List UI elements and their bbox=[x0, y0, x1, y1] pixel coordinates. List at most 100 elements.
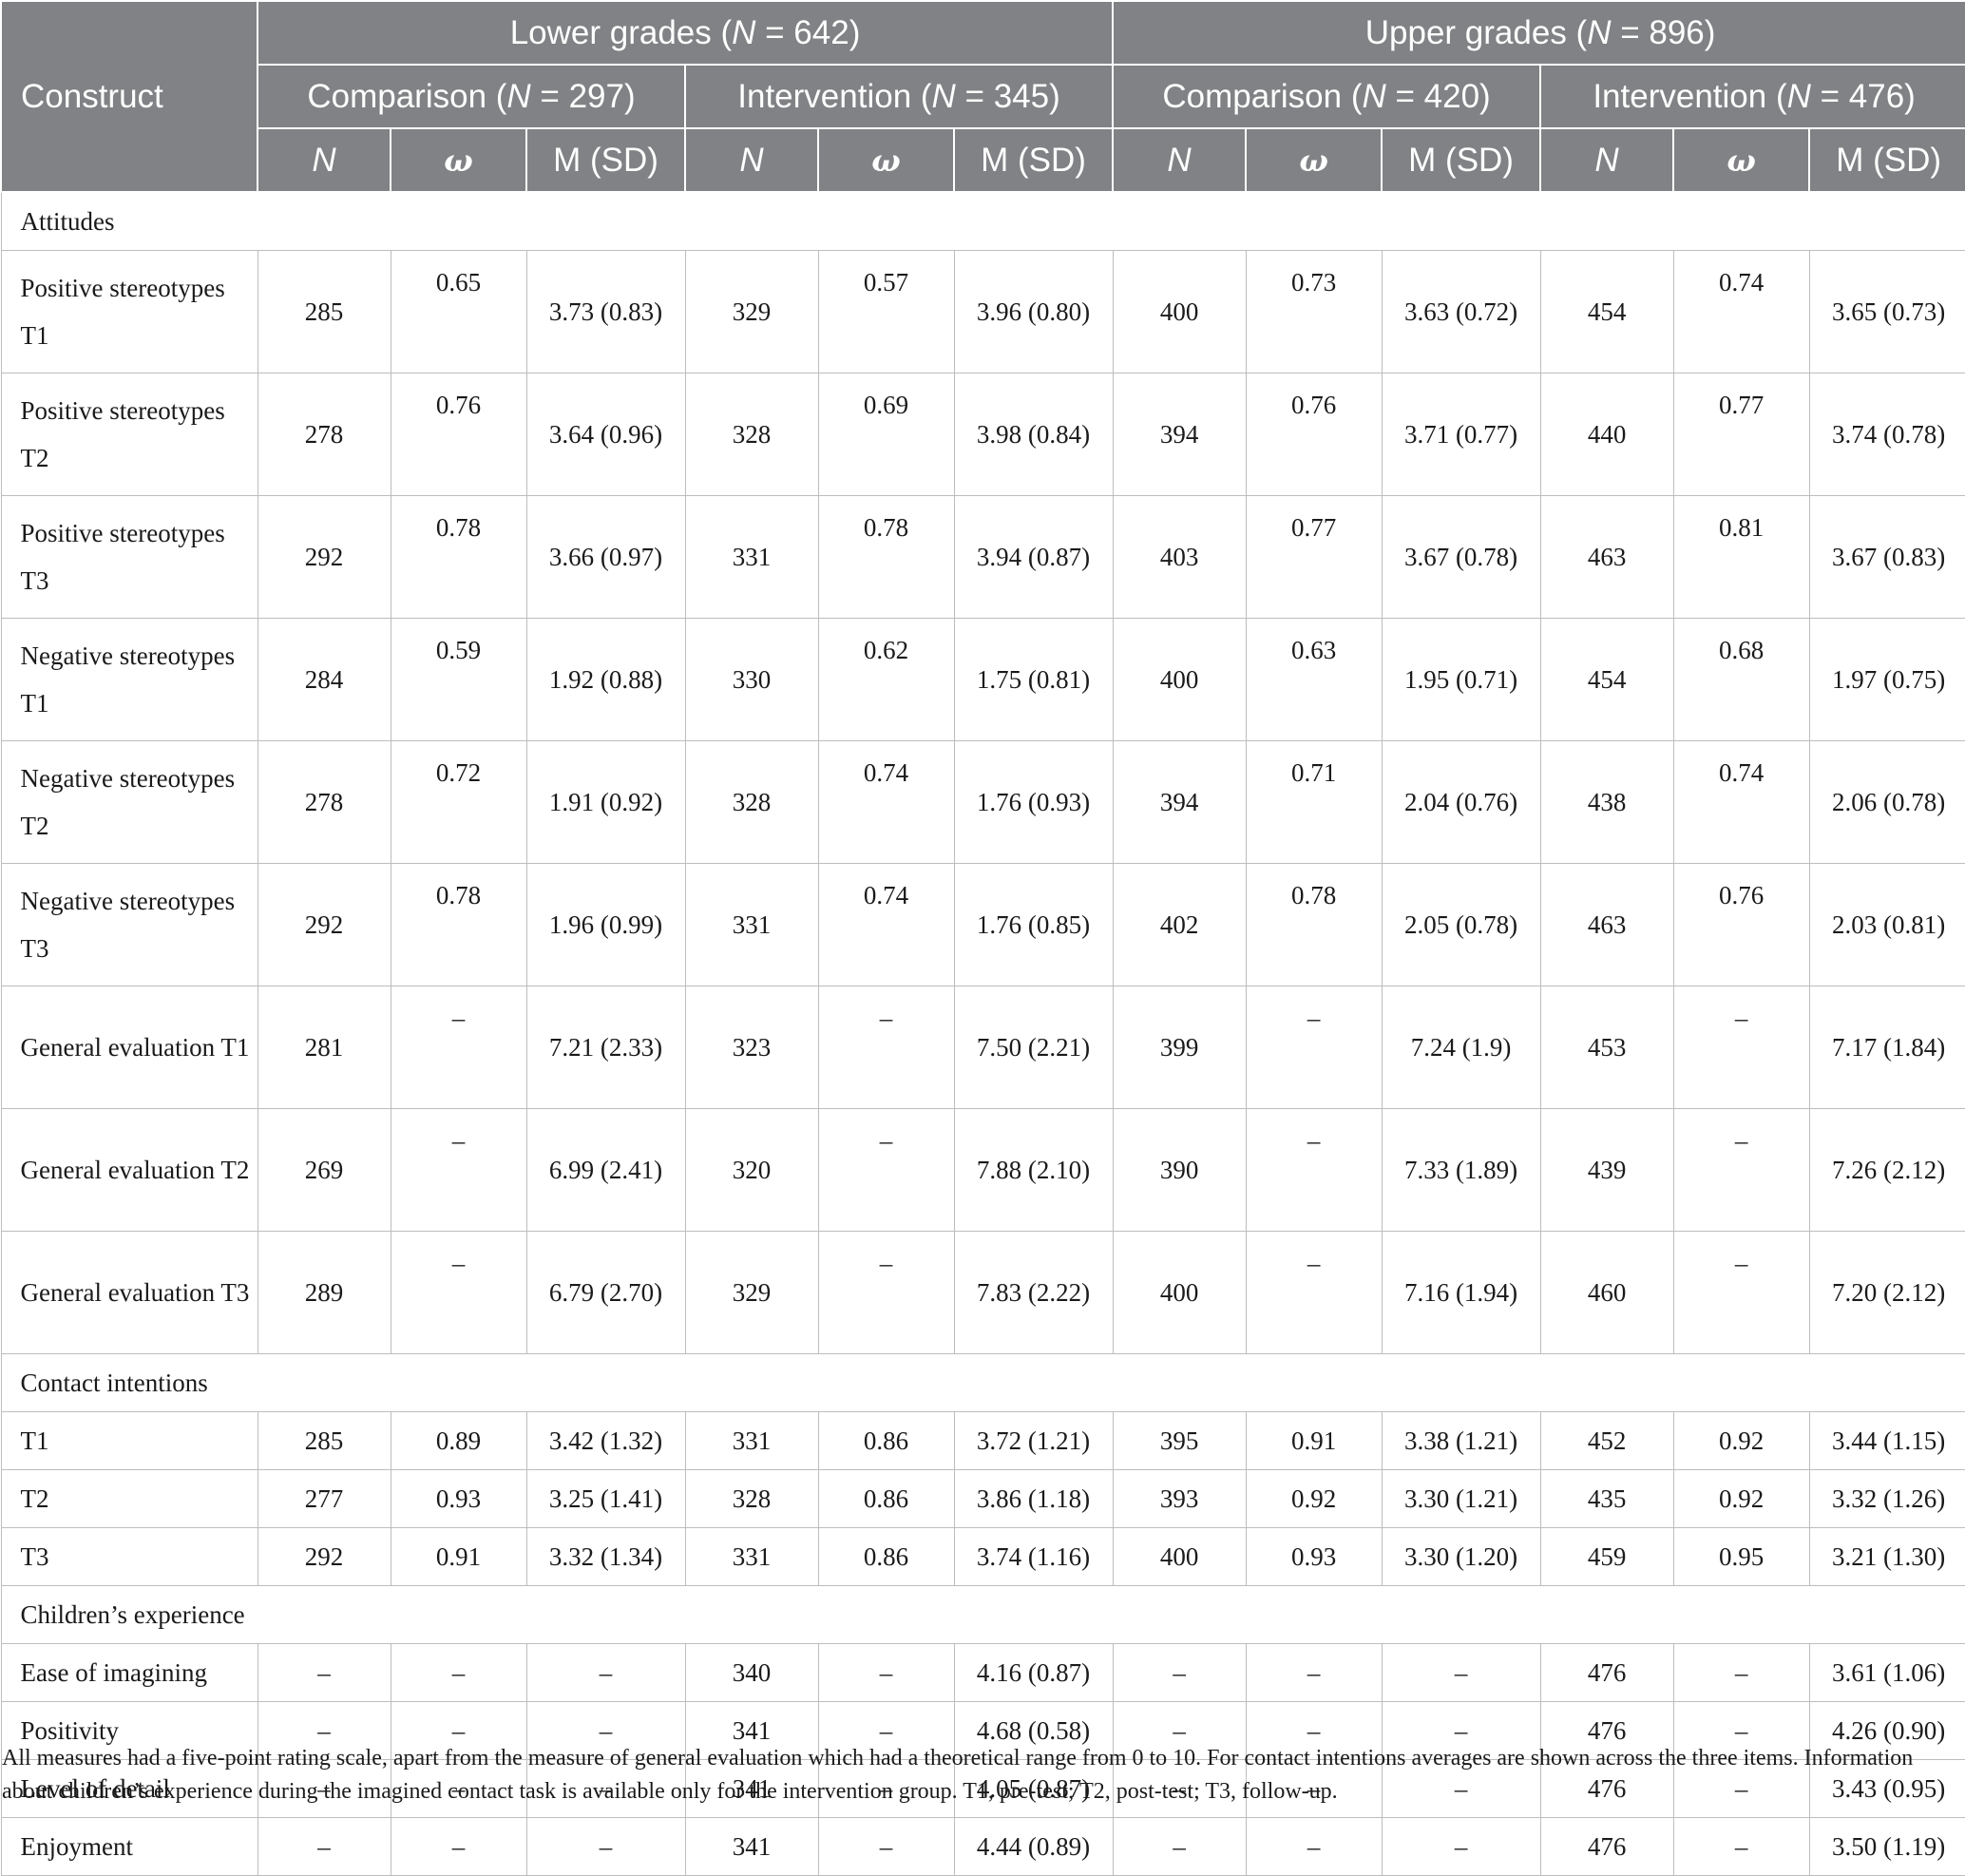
n-cell: 331 bbox=[684, 495, 819, 619]
mean-sd-cell: – bbox=[1381, 1701, 1541, 1760]
omega-cell: 0.78 bbox=[817, 495, 955, 619]
omega-cell: 0.74 bbox=[817, 863, 955, 986]
mean-sd-cell: 3.96 (0.80) bbox=[953, 250, 1114, 373]
mean-sd-cell: 3.25 (1.41) bbox=[525, 1469, 686, 1528]
mean-sd-cell: 7.33 (1.89) bbox=[1381, 1108, 1541, 1232]
mean-sd-cell: 3.50 (1.19) bbox=[1808, 1817, 1965, 1876]
mean-sd-cell: 3.72 (1.21) bbox=[953, 1411, 1114, 1470]
mean-sd-cell: 3.74 (0.78) bbox=[1808, 373, 1965, 496]
table-row: Positivity – – –341–4.68 (0.58) – – –476–4.26 … bbox=[0, 1701, 1965, 1760]
n-cell: 439 bbox=[1539, 1108, 1674, 1232]
omega-cell: 0.92 bbox=[1245, 1469, 1383, 1528]
table-row: T2 277 0.93 3.25 (1.41) 328 0.86 3.86 (1.18) 39… bbox=[0, 1469, 1965, 1528]
mean-sd-cell: 7.26 (2.12) bbox=[1808, 1108, 1965, 1232]
mean-sd-cell: 3.38 (1.21) bbox=[1381, 1411, 1541, 1470]
mean-sd-cell: 2.04 (0.76) bbox=[1381, 740, 1541, 864]
table-row: Positive stereotypes T3 292 0.78 3.66 (0.97… bbox=[0, 495, 1965, 619]
mean-sd-cell: 3.74 (1.16) bbox=[953, 1527, 1114, 1586]
n-cell: 320 bbox=[684, 1108, 819, 1232]
mean-sd-cell: 3.30 (1.20) bbox=[1381, 1527, 1541, 1586]
mean-sd-cell: 1.97 (0.75) bbox=[1808, 618, 1965, 741]
mean-sd-cell: 1.96 (0.99) bbox=[525, 863, 686, 986]
omega-cell: – bbox=[817, 1108, 955, 1232]
n-cell: 394 bbox=[1112, 740, 1247, 864]
mean-sd-cell: 7.24 (1.9) bbox=[1381, 986, 1541, 1109]
n-cell: 393 bbox=[1112, 1469, 1247, 1528]
mean-sd-cell: 1.92 (0.88) bbox=[525, 618, 686, 741]
n-cell: 278 bbox=[257, 740, 391, 864]
omega-header: ω bbox=[390, 127, 527, 193]
omega-cell: 0.76 bbox=[390, 373, 527, 496]
omega-cell: – bbox=[817, 1643, 955, 1702]
omega-cell: – bbox=[390, 986, 527, 1109]
n-cell: 440 bbox=[1539, 373, 1674, 496]
row-label: Positive stereotypes T3 bbox=[0, 495, 258, 619]
section-title: Attitudes bbox=[0, 191, 1965, 251]
n-cell: – bbox=[257, 1817, 391, 1876]
table-row: General evaluation T3 289–6.79 (2.70) 329–… bbox=[0, 1231, 1965, 1354]
n-cell: 400 bbox=[1112, 618, 1247, 741]
n-cell: 454 bbox=[1539, 250, 1674, 373]
subgroup-header-lower-comparison: Comparison (N = 297) bbox=[257, 64, 686, 129]
mean-sd-cell: 2.05 (0.78) bbox=[1381, 863, 1541, 986]
row-label: T2 bbox=[0, 1469, 258, 1528]
n-cell: 329 bbox=[684, 250, 819, 373]
n-cell: 285 bbox=[257, 1411, 391, 1470]
omega-cell: – bbox=[1245, 1108, 1383, 1232]
mean-sd-cell: 7.16 (1.94) bbox=[1381, 1231, 1541, 1354]
row-label: General evaluation T2 bbox=[0, 1108, 258, 1232]
n-cell: 460 bbox=[1539, 1231, 1674, 1354]
mean-sd-cell: 4.26 (0.90) bbox=[1808, 1701, 1965, 1760]
n-cell: 340 bbox=[684, 1643, 819, 1702]
n-cell: 400 bbox=[1112, 250, 1247, 373]
n-cell: – bbox=[1112, 1817, 1247, 1876]
n-cell: 329 bbox=[684, 1231, 819, 1354]
mean-sd-cell: 3.63 (0.72) bbox=[1381, 250, 1541, 373]
omega-cell: – bbox=[1672, 1231, 1810, 1354]
omega-cell: – bbox=[817, 1817, 955, 1876]
mean-sd-cell: 7.21 (2.33) bbox=[525, 986, 686, 1109]
omega-cell: – bbox=[1245, 1643, 1383, 1702]
n-cell: 435 bbox=[1539, 1469, 1674, 1528]
omega-cell: 0.91 bbox=[390, 1527, 527, 1586]
n-cell: 438 bbox=[1539, 740, 1674, 864]
n-cell: 328 bbox=[684, 1469, 819, 1528]
n-cell: 323 bbox=[684, 986, 819, 1109]
omega-cell: – bbox=[817, 1759, 955, 1818]
omega-cell: – bbox=[1672, 1643, 1810, 1702]
omega-cell: 0.92 bbox=[1672, 1469, 1810, 1528]
mean-sd-cell: 3.71 (0.77) bbox=[1381, 373, 1541, 496]
n-cell: 289 bbox=[257, 1231, 391, 1354]
n-cell: 402 bbox=[1112, 863, 1247, 986]
n-header: N bbox=[1112, 127, 1248, 193]
omega-cell: 0.91 bbox=[1245, 1411, 1383, 1470]
mean-sd-cell: 4.05 (0.87) bbox=[953, 1759, 1114, 1818]
row-label: Negative stereotypes T2 bbox=[0, 740, 258, 864]
omega-cell: 0.86 bbox=[817, 1469, 955, 1528]
mean-sd-cell: 3.86 (1.18) bbox=[953, 1469, 1114, 1528]
mean-sd-cell: 3.65 (0.73) bbox=[1808, 250, 1965, 373]
mean-sd-cell: 1.76 (0.85) bbox=[953, 863, 1114, 986]
table-header: Construct Lower grades (N = 642) Upper g… bbox=[0, 0, 1965, 193]
table-row: Enjoyment – – –341–4.44 (0.89) – – –476–3.50 (… bbox=[0, 1817, 1965, 1876]
omega-cell: 0.78 bbox=[1245, 863, 1383, 986]
n-cell: 394 bbox=[1112, 373, 1247, 496]
n-cell: 454 bbox=[1539, 618, 1674, 741]
subgroup-header-upper-comparison: Comparison (N = 420) bbox=[1112, 64, 1542, 129]
table-row: Negative stereotypes T1 284 0.59 1.92 (0.88… bbox=[0, 618, 1965, 741]
mean-sd-cell: 3.67 (0.78) bbox=[1381, 495, 1541, 619]
table-row: Level of detail – – –341–4.05 (0.87) – – –476–… bbox=[0, 1759, 1965, 1818]
omega-cell: – bbox=[1245, 986, 1383, 1109]
n-cell: 331 bbox=[684, 1527, 819, 1586]
n-cell: 341 bbox=[684, 1759, 819, 1818]
omega-header: ω bbox=[817, 127, 955, 193]
table-row: Positive stereotypes T1 285 0.65 3.73 (0.83… bbox=[0, 250, 1965, 373]
n-cell: 284 bbox=[257, 618, 391, 741]
n-cell: 292 bbox=[257, 863, 391, 986]
n-cell: 395 bbox=[1112, 1411, 1247, 1470]
omega-cell: 0.81 bbox=[1672, 495, 1810, 619]
mean-sd-cell: 6.99 (2.41) bbox=[525, 1108, 686, 1232]
omega-cell: – bbox=[1672, 1701, 1810, 1760]
mean-sd-cell: 3.73 (0.83) bbox=[525, 250, 686, 373]
mean-sd-cell: 3.44 (1.15) bbox=[1808, 1411, 1965, 1470]
